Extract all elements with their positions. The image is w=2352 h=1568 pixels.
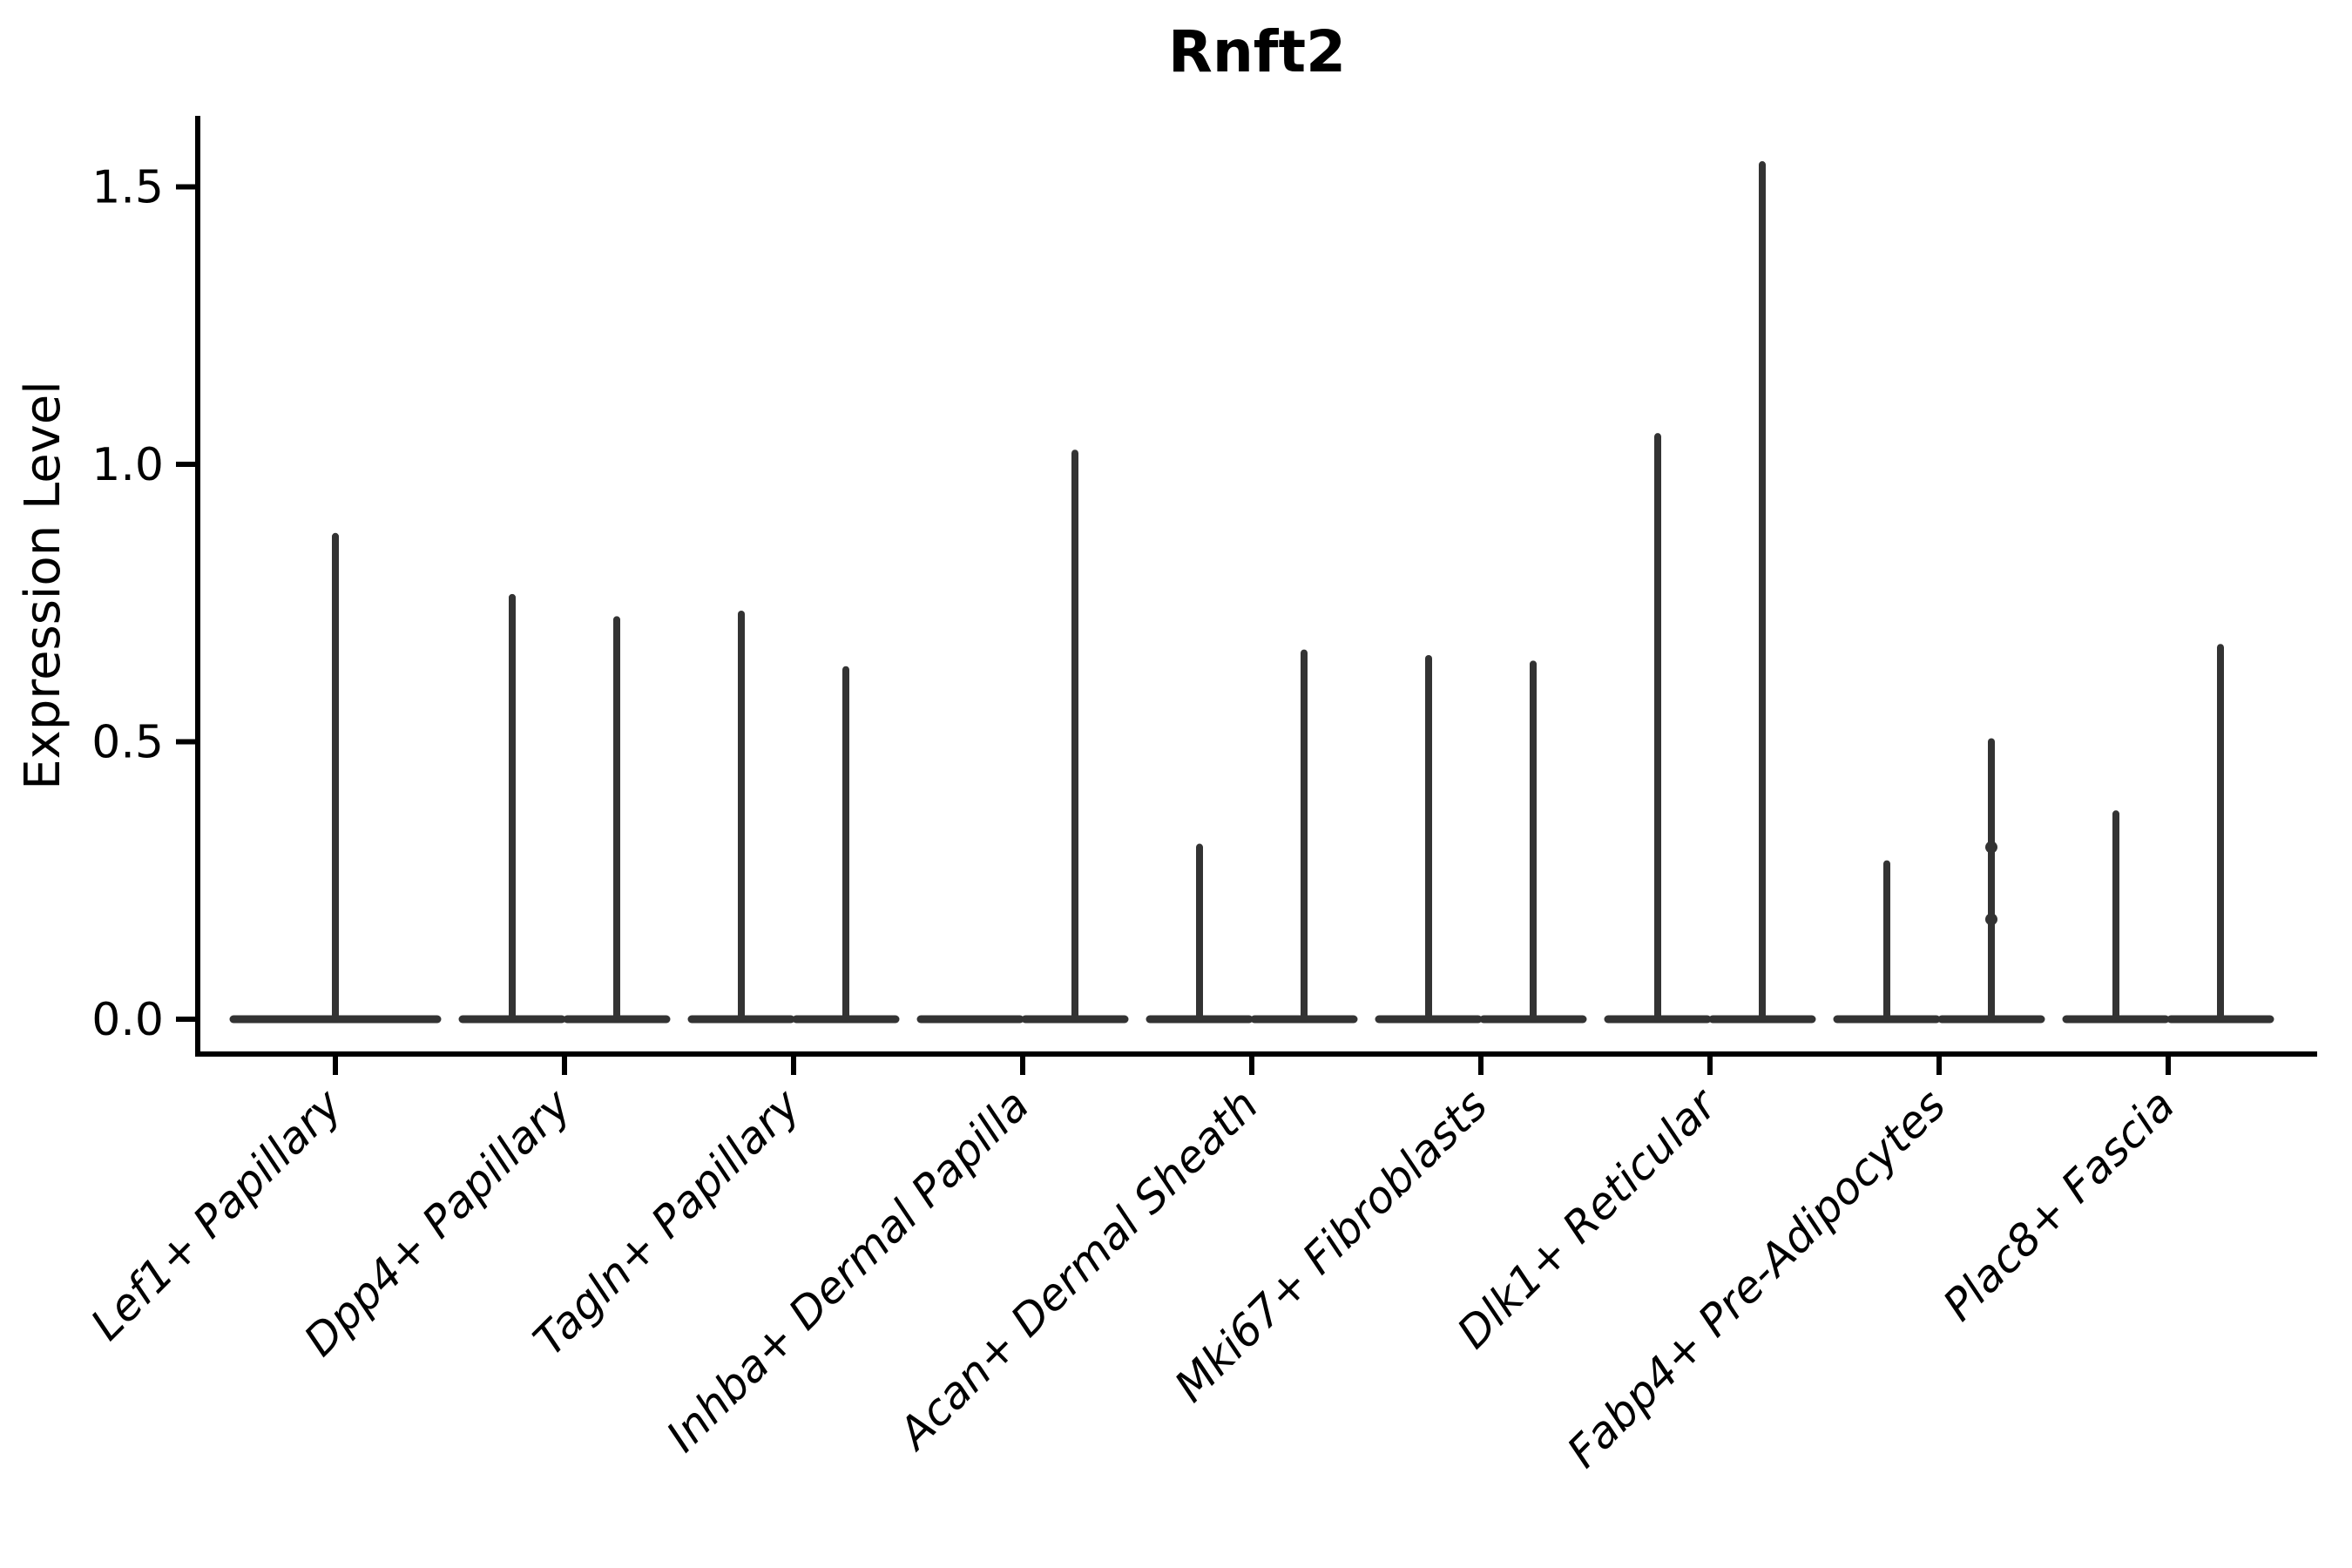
violin-density-bump [1985,913,1997,926]
y-tick-label: 0.5 [91,717,164,769]
y-tick-label: 0.0 [91,994,164,1046]
y-tick-label: 1.0 [91,439,164,491]
axes-layer [176,116,2317,1075]
x-tick-label: Acan+ Dermal Sheath [888,1079,1268,1460]
x-tick-label: Fabp4+ Pre-Adipocytes [1558,1079,1956,1477]
x-tick-label: Plac8+ Fascia [1934,1079,2185,1330]
y-tick-label: 1.5 [91,162,164,214]
plot-title: Rnft2 [1168,18,1346,85]
y-axis-label: Expression Level [15,381,71,790]
violins-layer [229,161,2274,1024]
violin-density-bump [1985,841,1997,854]
x-tick-label: Inhba+ Dermal Papilla [657,1079,1038,1461]
x-tick-label: Lef1+ Papillary [81,1078,352,1349]
